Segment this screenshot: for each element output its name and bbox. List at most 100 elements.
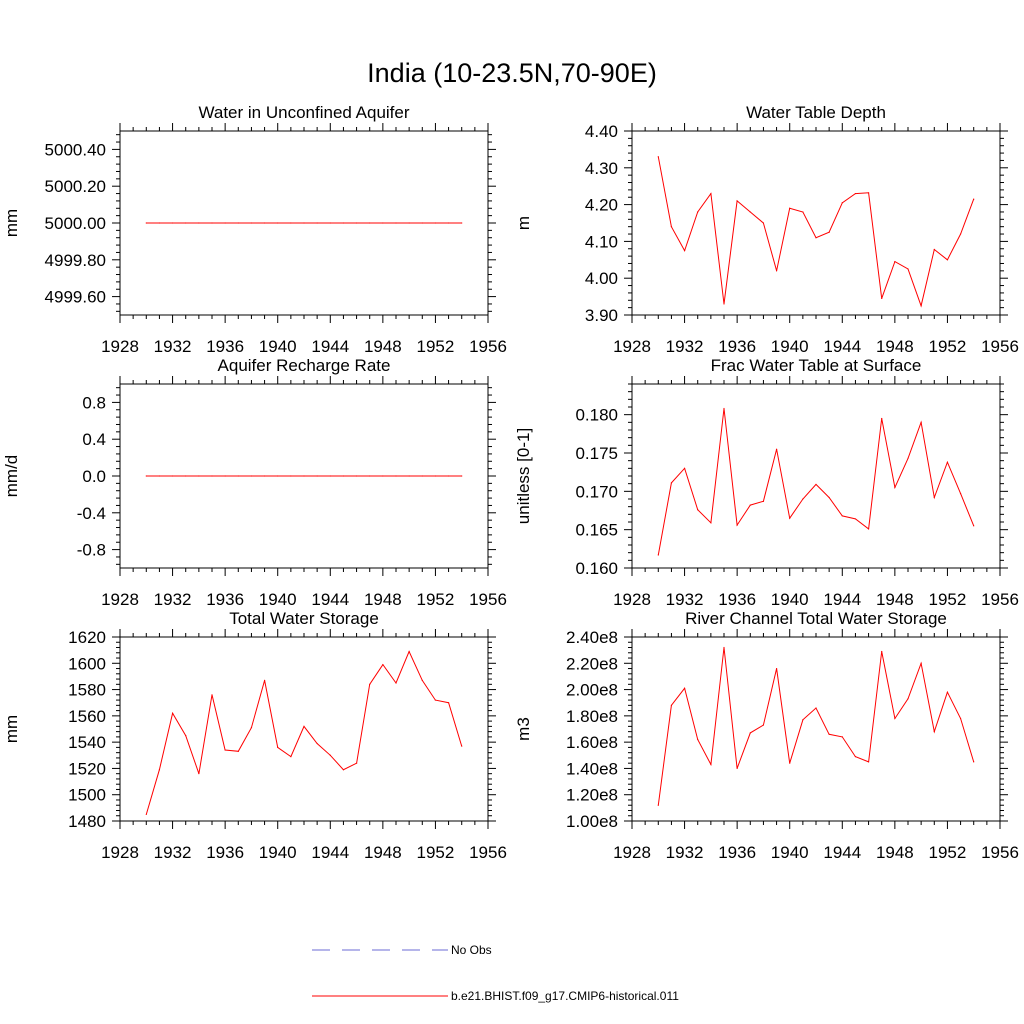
chart-6-point xyxy=(775,667,778,670)
chart-2-point xyxy=(959,233,962,235)
chart-4-point xyxy=(907,457,909,459)
chart-4-point xyxy=(894,486,896,489)
chart-4-point xyxy=(867,528,870,530)
chart-4-point xyxy=(854,518,857,520)
chart-1-xtick-label: 1948 xyxy=(364,337,402,356)
chart-6-ytick-label: 1.60e8 xyxy=(566,733,618,752)
chart-3-point xyxy=(395,475,397,477)
chart-3-point xyxy=(461,475,463,477)
chart-2-point xyxy=(789,207,791,209)
chart-2-point xyxy=(683,250,686,252)
chart-5-point xyxy=(355,762,358,764)
chart-5-series-line xyxy=(145,650,463,815)
chart-3-point xyxy=(434,475,437,477)
chart-1-point xyxy=(237,222,239,224)
chart-4-point xyxy=(946,461,949,463)
chart-5-point xyxy=(382,664,384,666)
chart-1-xtick-label: 1932 xyxy=(154,337,192,356)
chart-1-point xyxy=(145,222,147,224)
chart-1: Water in Unconfined Aquifer mm 1928 1932 193… xyxy=(2,103,507,356)
chart-6-ytick-label: 1.40e8 xyxy=(566,759,618,778)
chart-6-point xyxy=(815,707,817,709)
chart-6-ytick-label: 2.40e8 xyxy=(566,628,618,647)
main-title: India (10-23.5N,70-90E) xyxy=(367,58,657,88)
chart-2: Water Table Depth m 1928 1932 1936 1940 1944 19… xyxy=(514,103,1019,356)
chart-3-point xyxy=(211,475,213,477)
chart-5-frame xyxy=(119,636,489,822)
chart-1-point xyxy=(369,222,371,224)
chart-2-xtick-label: 1936 xyxy=(718,337,756,356)
chart-2-point xyxy=(894,261,896,263)
chart-6-point xyxy=(789,762,791,764)
chart-1-point xyxy=(316,222,318,224)
chart-3-xtick-label: 1940 xyxy=(259,590,297,609)
chart-3-xtick-label: 1952 xyxy=(417,590,455,609)
chart-5-ytick-label: 1600 xyxy=(68,654,106,673)
chart-5-ytick-label: 1560 xyxy=(68,707,106,726)
chart-3-point xyxy=(329,475,331,477)
chart-4-ytick-label: 0.170 xyxy=(575,482,618,501)
chart-4-ytick-label: 0.165 xyxy=(575,521,618,540)
chart-2-ylabel: m xyxy=(514,216,533,230)
chart-6-point xyxy=(973,761,975,763)
chart-5-ytick-label: 1520 xyxy=(68,759,106,778)
chart-5-point xyxy=(303,725,305,727)
chart-5: Total Water Storage mm 1928 1932 1936 1940 194… xyxy=(2,609,507,862)
chart-6-ytick-label: 1.20e8 xyxy=(566,786,618,805)
chart-4-xtick-label: 1948 xyxy=(876,590,914,609)
chart-3-point xyxy=(421,475,423,477)
chart-3-point xyxy=(198,475,200,477)
chart-2-point xyxy=(670,226,673,228)
chart-6-xtick-label: 1928 xyxy=(613,843,651,862)
chart-3-point xyxy=(447,475,450,477)
chart-1-point xyxy=(461,222,463,224)
chart-1-point xyxy=(211,222,213,224)
chart-4-xtick-label: 1936 xyxy=(718,590,756,609)
chart-5-xtick-label: 1956 xyxy=(469,843,507,862)
chart-4-ylabel: unitless [0-1] xyxy=(514,428,533,524)
chart-5-point xyxy=(395,682,397,684)
chart-6-title: River Channel Total Water Storage xyxy=(685,609,947,628)
chart-6-point xyxy=(946,691,949,693)
chart-5-ylabel: mm xyxy=(2,715,21,743)
chart-6-ytick-label: 1.80e8 xyxy=(566,707,618,726)
chart-3-point xyxy=(408,475,410,477)
chart-2-point xyxy=(775,270,778,272)
chart-2-point xyxy=(973,198,975,200)
chart-3-xtick-label: 1932 xyxy=(154,590,192,609)
chart-3-xtick-label: 1948 xyxy=(364,590,402,609)
chart-6-xtick-label: 1932 xyxy=(666,843,704,862)
chart-2-point xyxy=(815,237,817,239)
chart-6-point xyxy=(841,736,843,738)
chart-4-point xyxy=(775,448,778,450)
chart-6-ytick-label: 2.20e8 xyxy=(566,654,618,673)
chart-2-point xyxy=(762,222,765,224)
chart-1-xtick-label: 1936 xyxy=(206,337,244,356)
chart-3-xtick-label: 1936 xyxy=(206,590,244,609)
chart-6-point xyxy=(867,761,870,763)
chart-5-point xyxy=(250,727,253,729)
chart-5-point xyxy=(171,712,174,714)
chart-4-point xyxy=(762,500,765,502)
chart-1-point xyxy=(447,222,450,224)
chart-3-point xyxy=(158,475,161,477)
chart-4-point xyxy=(920,421,922,423)
chart-5-xtick-label: 1928 xyxy=(101,843,139,862)
chart-1-title: Water in Unconfined Aquifer xyxy=(198,103,409,122)
chart-5-point xyxy=(185,734,187,737)
chart-6-point xyxy=(697,738,699,741)
chart-3-title: Aquifer Recharge Rate xyxy=(218,356,391,375)
chart-4-point xyxy=(802,498,804,500)
chart-6-ytick-label: 1.00e8 xyxy=(566,812,618,831)
chart-6: River Channel Total Water Storage m3 1928 1… xyxy=(514,609,1019,862)
chart-4-point xyxy=(736,524,738,526)
chart-4-xtick-label: 1932 xyxy=(666,590,704,609)
chart-5-point xyxy=(224,749,226,751)
chart-4-point xyxy=(828,496,830,499)
chart-6-xtick-label: 1948 xyxy=(876,843,914,862)
chart-4-point xyxy=(697,509,699,511)
chart-4-ytick-label: 0.180 xyxy=(575,406,618,425)
chart-5-point xyxy=(263,679,266,681)
chart-2-xtick-label: 1948 xyxy=(876,337,914,356)
